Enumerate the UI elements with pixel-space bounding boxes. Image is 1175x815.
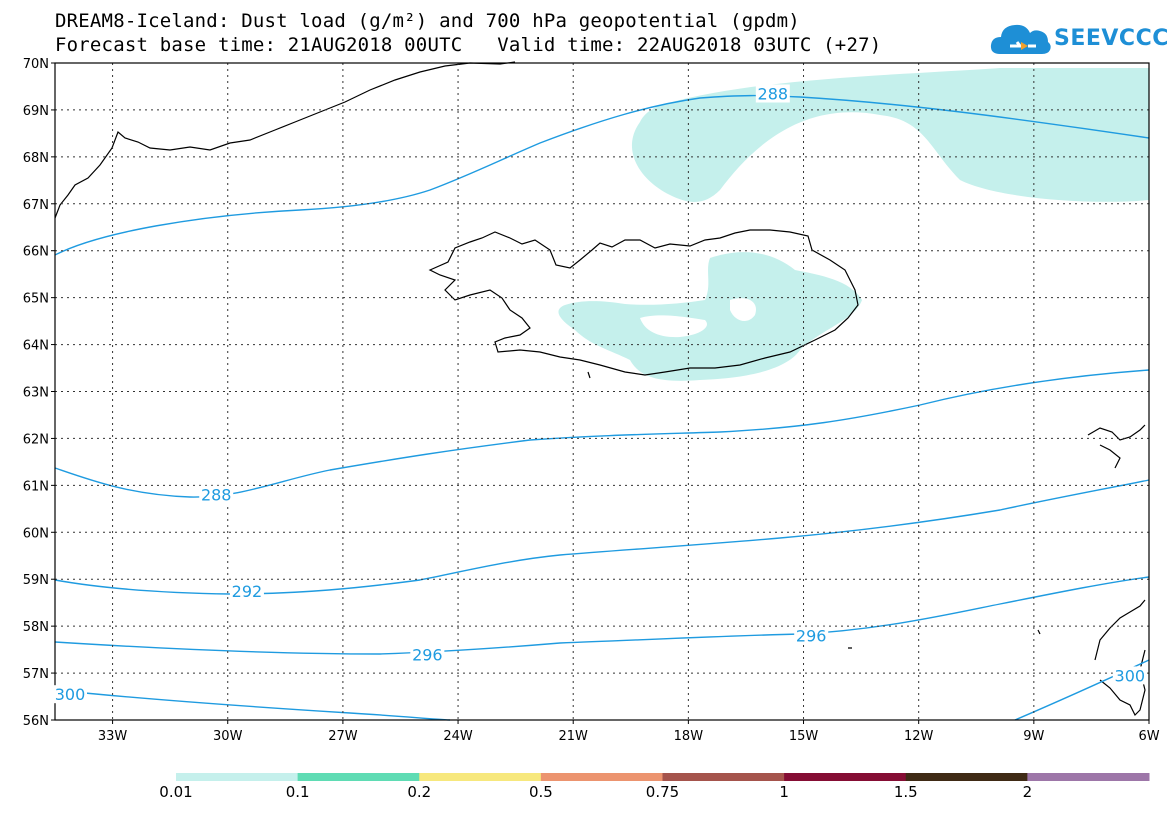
colorbar-segment [540, 773, 663, 781]
colorbar-label: 0.2 [407, 783, 432, 801]
colorbar-label: 0.1 [285, 783, 310, 801]
colorbar [176, 773, 1150, 781]
forecast-times: Forecast base time: 21AUG2018 00UTC Vali… [55, 34, 882, 56]
glacier-areas [640, 298, 756, 338]
graticule [55, 63, 1149, 720]
latitude-label: 58N [23, 620, 49, 635]
svg-text:288: 288 [758, 85, 789, 104]
contour-label: 300 [53, 685, 87, 704]
coastlines [54, 61, 1146, 717]
svg-text:296: 296 [796, 627, 827, 646]
svg-text:300: 300 [1115, 666, 1146, 685]
latitude-label: 69N [23, 104, 49, 119]
colorbar-label: 2 [1022, 783, 1033, 801]
latitude-labels: 70N 69N 68N 67N 66N 65N 64N 63N 62N 61N 60N 59N 58N 5… [23, 57, 55, 729]
latitude-label: 57N [23, 667, 49, 682]
scotland-coast [1094, 599, 1146, 717]
contour-300-west [54, 689, 451, 721]
contour-label: 296 [410, 645, 445, 664]
colorbar-label: 0.01 [159, 783, 193, 801]
latitude-label: 68N [23, 151, 49, 166]
colorbar-label: 1.5 [893, 783, 918, 801]
faroe-coast [1087, 424, 1146, 469]
longitude-label: 9W [1023, 729, 1044, 744]
colorbar-segment [1027, 773, 1150, 781]
longitude-label: 15W [789, 729, 819, 744]
latitude-label: 63N [23, 386, 49, 401]
colorbar-label: 0.5 [528, 783, 553, 801]
latitude-label: 66N [23, 245, 49, 260]
contour-label: 288 [199, 485, 234, 505]
contour-label: 300 [1112, 666, 1147, 685]
contour-288-south [54, 369, 1150, 498]
latitude-label: 70N [23, 57, 49, 72]
longitude-label: 12W [904, 729, 934, 744]
latitude-label: 65N [23, 292, 49, 307]
latitude-label: 61N [23, 479, 49, 494]
contour-288-north [54, 94, 1150, 256]
svg-text:288: 288 [201, 486, 232, 505]
greenland-coast [54, 61, 516, 219]
colorbar-segment [419, 773, 542, 781]
colorbar-label: 1 [779, 783, 789, 801]
latitude-label: 56N [23, 714, 49, 729]
colorbar-label: 0.75 [645, 783, 680, 801]
colorbar-segment [662, 773, 785, 781]
contour-label: 296 [794, 626, 829, 646]
longitude-label: 30W [213, 729, 243, 744]
colorbar-segment [176, 773, 299, 781]
longitude-label: 6W [1138, 729, 1159, 744]
colorbar-segment [905, 773, 1028, 781]
contour-296 [54, 576, 1150, 655]
longitude-label: 33W [98, 729, 128, 744]
dust-load-shading [558, 68, 1149, 381]
colorbar-segment [297, 773, 420, 781]
contour-label: 292 [229, 581, 264, 601]
longitude-label: 27W [328, 729, 358, 744]
latitude-label: 59N [23, 573, 49, 588]
latitude-label: 64N [23, 339, 49, 354]
latitude-label: 62N [23, 432, 49, 447]
cloud-icon [990, 24, 1051, 54]
longitude-label: 21W [559, 729, 589, 744]
contour-labels: 288 288 292 296 296 300 300 [53, 84, 1147, 704]
latitude-label: 60N [23, 526, 49, 541]
small-islands [587, 371, 1041, 649]
logo-text: SEEVCCC [1054, 26, 1169, 51]
seevccc-logo: SEEVCCC [988, 18, 1168, 62]
contour-label: 288 [755, 84, 790, 104]
longitude-label: 18W [674, 729, 704, 744]
longitude-label: 24W [443, 729, 473, 744]
svg-text:292: 292 [232, 582, 263, 601]
longitude-labels: 33W 30W 27W 24W 21W 18W 15W 12W 9W 6W [98, 720, 1160, 744]
svg-text:300: 300 [55, 685, 86, 704]
chart-title: DREAM8-Iceland: Dust load (g/m²) and 700… [55, 10, 800, 32]
colorbar-segment [784, 773, 907, 781]
iceland-coast [428, 229, 859, 376]
latitude-label: 67N [23, 198, 49, 213]
svg-text:296: 296 [412, 645, 443, 664]
